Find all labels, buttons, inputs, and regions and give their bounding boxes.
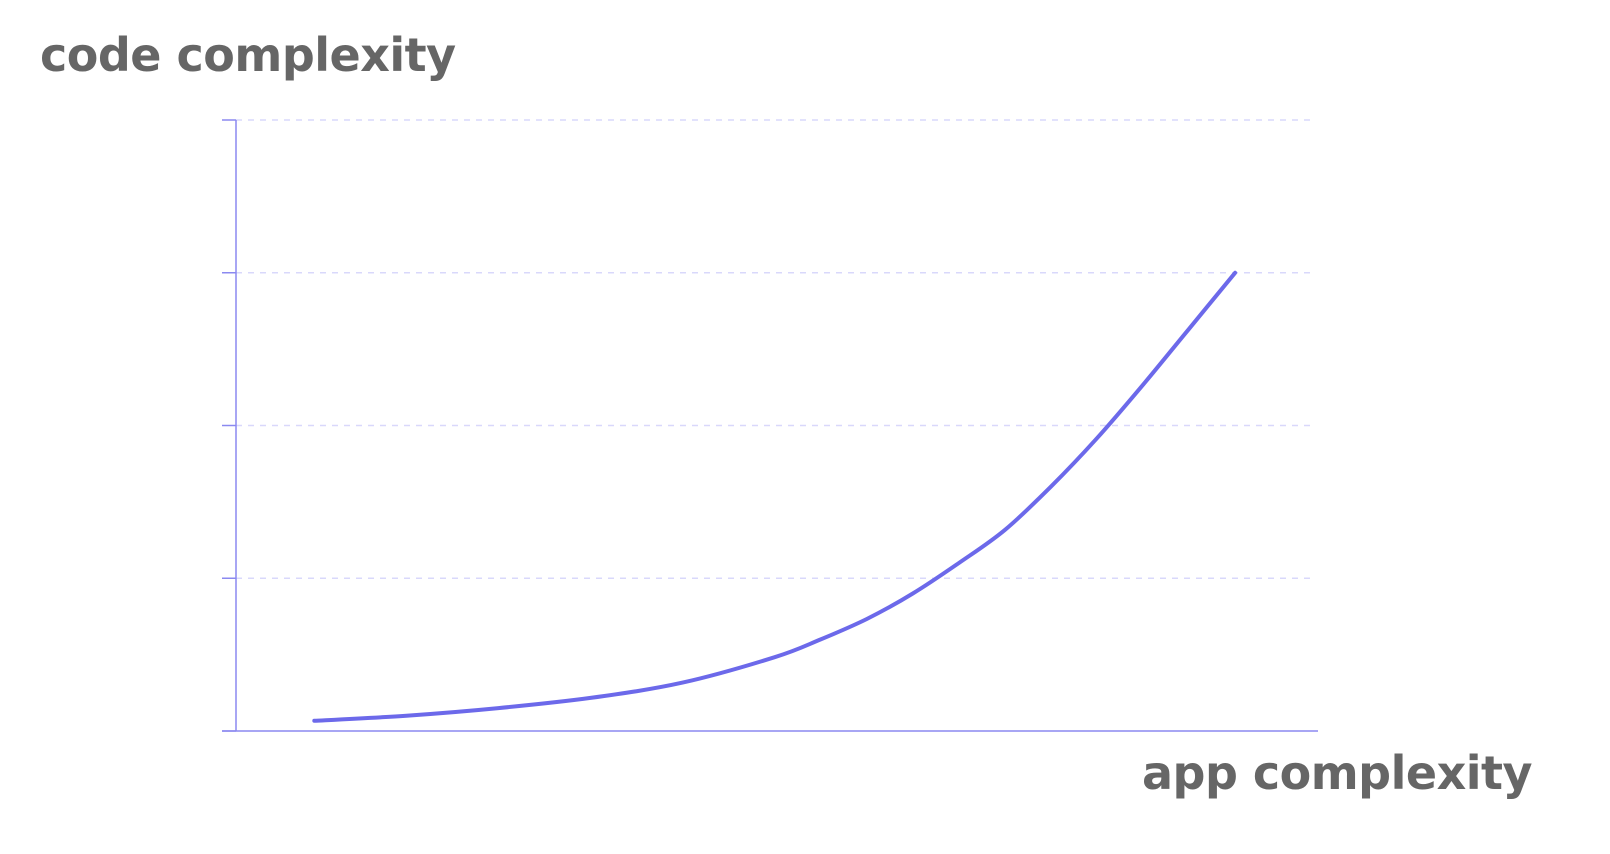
x-axis-label: app complexity bbox=[1141, 746, 1533, 800]
series-line bbox=[312, 270, 1238, 723]
y-ticks bbox=[222, 119, 236, 732]
y-axis-label: code complexity bbox=[40, 28, 456, 82]
grid-lines bbox=[236, 119, 1314, 579]
